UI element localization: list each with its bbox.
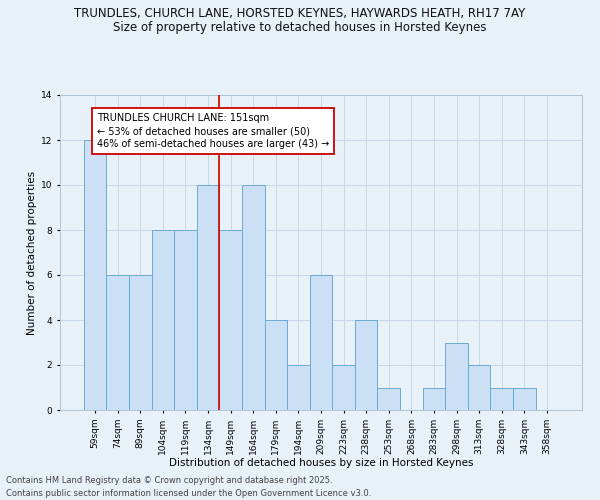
Bar bbox=[106, 275, 129, 410]
Bar bbox=[129, 275, 152, 410]
Text: Size of property relative to detached houses in Horsted Keynes: Size of property relative to detached ho… bbox=[113, 21, 487, 34]
Bar bbox=[242, 185, 265, 410]
Bar bbox=[287, 365, 310, 410]
Text: Contains HM Land Registry data © Crown copyright and database right 2025.
Contai: Contains HM Land Registry data © Crown c… bbox=[6, 476, 371, 498]
Bar bbox=[174, 230, 197, 410]
Text: Distribution of detached houses by size in Horsted Keynes: Distribution of detached houses by size … bbox=[169, 458, 473, 468]
Bar bbox=[513, 388, 536, 410]
Bar bbox=[468, 365, 490, 410]
Bar bbox=[310, 275, 332, 410]
Bar bbox=[152, 230, 174, 410]
Bar bbox=[332, 365, 355, 410]
Bar bbox=[84, 140, 106, 410]
Bar bbox=[265, 320, 287, 410]
Bar bbox=[377, 388, 400, 410]
Text: TRUNDLES CHURCH LANE: 151sqm
← 53% of detached houses are smaller (50)
46% of se: TRUNDLES CHURCH LANE: 151sqm ← 53% of de… bbox=[97, 113, 329, 150]
Bar bbox=[422, 388, 445, 410]
Bar bbox=[490, 388, 513, 410]
Bar bbox=[445, 342, 468, 410]
Bar bbox=[220, 230, 242, 410]
Bar bbox=[197, 185, 220, 410]
Y-axis label: Number of detached properties: Number of detached properties bbox=[26, 170, 37, 334]
Bar bbox=[355, 320, 377, 410]
Text: TRUNDLES, CHURCH LANE, HORSTED KEYNES, HAYWARDS HEATH, RH17 7AY: TRUNDLES, CHURCH LANE, HORSTED KEYNES, H… bbox=[74, 8, 526, 20]
